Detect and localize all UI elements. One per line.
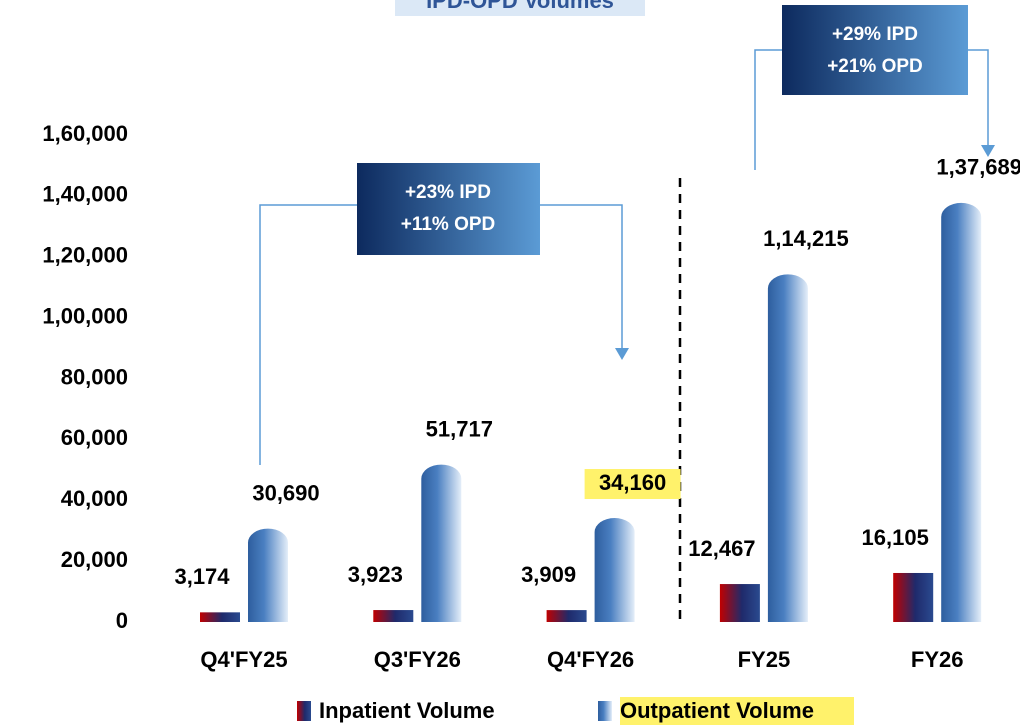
y-tick-label: 1,00,000 <box>42 303 128 328</box>
annotation-box <box>357 163 540 255</box>
data-label: 1,14,215 <box>763 226 849 251</box>
y-tick-label: 60,000 <box>61 425 128 450</box>
y-tick-label: 0 <box>116 608 128 633</box>
bar <box>373 610 414 622</box>
y-tick-label: 20,000 <box>61 547 128 572</box>
chart-title: IPD-OPD Volumes <box>426 0 614 13</box>
x-tick-label: Q3'FY26 <box>374 647 461 672</box>
legend-swatch <box>297 701 311 721</box>
data-label: 16,105 <box>862 525 929 550</box>
data-label: 12,467 <box>688 536 755 561</box>
brackets <box>259 49 989 465</box>
legend-label: Inpatient Volume <box>319 698 495 723</box>
bar <box>941 202 982 622</box>
y-tick-label: 80,000 <box>61 364 128 389</box>
x-tick-label: Q4'FY26 <box>547 647 634 672</box>
data-label: 34,160 <box>599 470 666 495</box>
data-label: 51,717 <box>426 416 493 441</box>
annotation: +29% IPD <box>832 24 918 45</box>
x-tick-label: FY26 <box>911 647 964 672</box>
data-label: 30,690 <box>252 480 319 505</box>
legend-highlight <box>620 697 854 725</box>
bar <box>248 528 288 622</box>
x-tick-label: Q4'FY25 <box>200 647 287 672</box>
annotation-box <box>782 5 968 95</box>
title-box <box>395 0 645 16</box>
annotation: +11% OPD <box>401 214 496 235</box>
data-label: 3,174 <box>174 564 230 589</box>
annotation: +23% IPD <box>405 182 491 203</box>
bar <box>546 610 587 622</box>
data-label: 1,37,689 <box>936 155 1020 180</box>
arrow-head <box>981 145 995 157</box>
x-tick-label: FY25 <box>738 647 791 672</box>
y-tick-label: 1,40,000 <box>42 182 128 207</box>
bar <box>200 612 240 622</box>
y-tick-label: 1,20,000 <box>42 243 128 268</box>
arrow-head <box>615 348 629 360</box>
y-tick-label: 40,000 <box>61 486 128 511</box>
legend-label: Outpatient Volume <box>620 698 814 723</box>
bar <box>594 518 635 622</box>
bar <box>767 274 808 622</box>
annotation: +21% OPD <box>827 56 923 77</box>
bar <box>893 572 934 622</box>
legend-swatch <box>598 701 612 721</box>
bar <box>421 464 462 622</box>
data-label: 3,909 <box>521 562 576 587</box>
label-highlight <box>584 469 681 500</box>
bar <box>719 584 760 622</box>
y-tick-label: 1,60,000 <box>42 121 128 146</box>
data-label: 3,923 <box>348 562 403 587</box>
